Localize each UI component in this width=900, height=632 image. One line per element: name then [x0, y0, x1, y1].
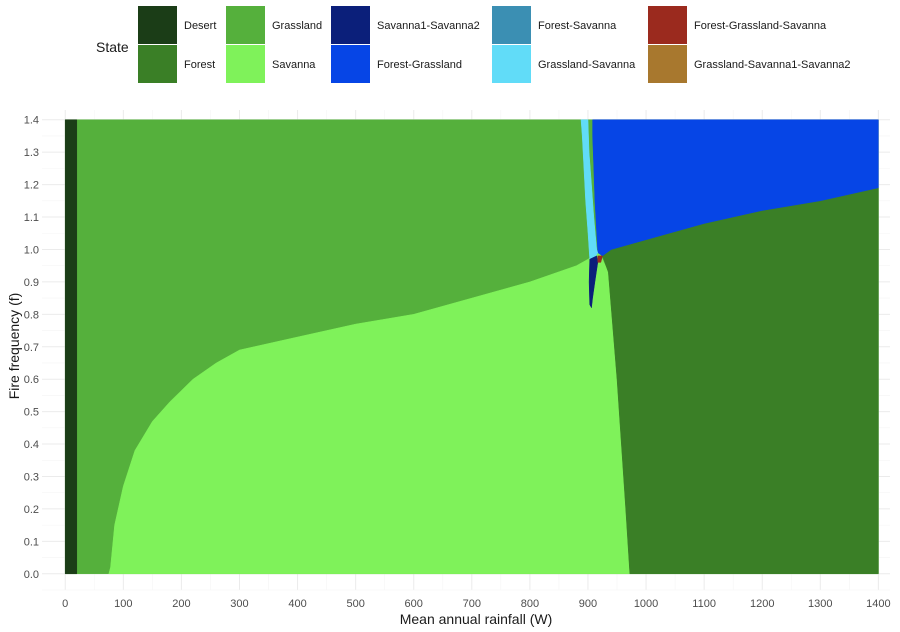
legend-swatch [226, 45, 265, 83]
x-tick-label: 1100 [692, 598, 716, 610]
x-tick-label: 900 [579, 598, 597, 610]
legend-swatch [648, 45, 687, 83]
y-tick-label: 0.4 [24, 439, 39, 451]
legend-swatch [138, 6, 177, 44]
legend-title: State [96, 39, 129, 55]
x-tick-label: 300 [230, 598, 248, 610]
legend-entry: Forest [138, 45, 215, 83]
x-tick-label: 200 [172, 598, 190, 610]
legend: State Desert Forest Grassland Savanna Savanna… [96, 6, 851, 83]
legend-entry: Forest-Grassland [331, 45, 462, 83]
y-tick-label: 0.1 [24, 536, 39, 548]
legend-entry: Desert [138, 6, 216, 44]
x-tick-label: 0 [62, 598, 68, 610]
x-tick-label: 1200 [750, 598, 774, 610]
legend-entry: Grassland [226, 6, 322, 44]
legend-label: Forest [184, 59, 215, 71]
y-tick-label: 0.0 [24, 569, 39, 581]
legend-swatch [492, 6, 531, 44]
y-axis-ticks: 0.0 0.1 0.2 0.3 0.4 0.5 0.6 0.7 0.8 0.9 1.0 1.1 1.2 1… [24, 115, 39, 581]
y-tick-label: 0.5 [24, 407, 39, 419]
legend-label: Forest-Savanna [538, 20, 617, 32]
legend-swatch [492, 45, 531, 83]
legend-entry: Forest-Grassland-Savanna [648, 6, 827, 44]
legend-entry: Grassland-Savanna [492, 45, 636, 83]
y-tick-label: 0.9 [24, 277, 39, 289]
legend-swatch [331, 6, 370, 44]
x-tick-label: 800 [521, 598, 539, 610]
x-tick-label: 100 [114, 598, 132, 610]
y-tick-label: 1.1 [24, 212, 39, 224]
state-regions [64, 119, 879, 575]
legend-entry: Forest-Savanna [492, 6, 617, 44]
x-tick-label: 600 [405, 598, 423, 610]
region-forest-grassland [592, 119, 879, 257]
x-axis-title: Mean annual rainfall (W) [400, 611, 553, 627]
region-forest-grassland-savanna [597, 255, 603, 263]
legend-swatch [648, 6, 687, 44]
y-tick-label: 0.7 [24, 342, 39, 354]
legend-label: Grassland-Savanna1-Savanna2 [694, 59, 851, 71]
x-tick-label: 1400 [866, 598, 890, 610]
x-tick-label: 700 [463, 598, 481, 610]
x-tick-label: 1000 [634, 598, 658, 610]
region-savanna1-savanna2 [588, 255, 599, 309]
x-tick-label: 1300 [808, 598, 832, 610]
x-tick-label: 500 [346, 598, 364, 610]
legend-label: Grassland-Savanna [538, 59, 636, 71]
y-tick-label: 1.3 [24, 147, 39, 159]
region-desert [64, 119, 78, 575]
region-forest [602, 187, 879, 575]
legend-entry: Savanna1-Savanna2 [331, 6, 480, 44]
y-axis-title: Fire frequency (f) [6, 293, 22, 400]
legend-label: Savanna1-Savanna2 [377, 20, 480, 32]
y-tick-label: 0.2 [24, 504, 39, 516]
legend-label: Forest-Grassland-Savanna [694, 20, 827, 32]
x-tick-label: 400 [288, 598, 306, 610]
legend-entry: Grassland-Savanna1-Savanna2 [648, 45, 851, 83]
y-tick-label: 0.6 [24, 374, 39, 386]
region-grassland-savanna [580, 119, 599, 260]
y-tick-label: 1.2 [24, 180, 39, 192]
legend-swatch [331, 45, 370, 83]
y-tick-label: 0.3 [24, 471, 39, 483]
x-axis-ticks: 0 100 200 300 400 500 600 700 800 900 1000 1100 1200… [62, 598, 890, 610]
legend-label: Desert [184, 20, 216, 32]
y-tick-label: 0.8 [24, 309, 39, 321]
y-tick-label: 1.0 [24, 244, 39, 256]
y-tick-label: 1.4 [24, 115, 39, 127]
legend-entry: Savanna [226, 45, 316, 83]
legend-label: Forest-Grassland [377, 59, 462, 71]
legend-label: Grassland [272, 20, 322, 32]
legend-swatch [138, 45, 177, 83]
legend-label: Savanna [272, 59, 316, 71]
legend-swatch [226, 6, 265, 44]
